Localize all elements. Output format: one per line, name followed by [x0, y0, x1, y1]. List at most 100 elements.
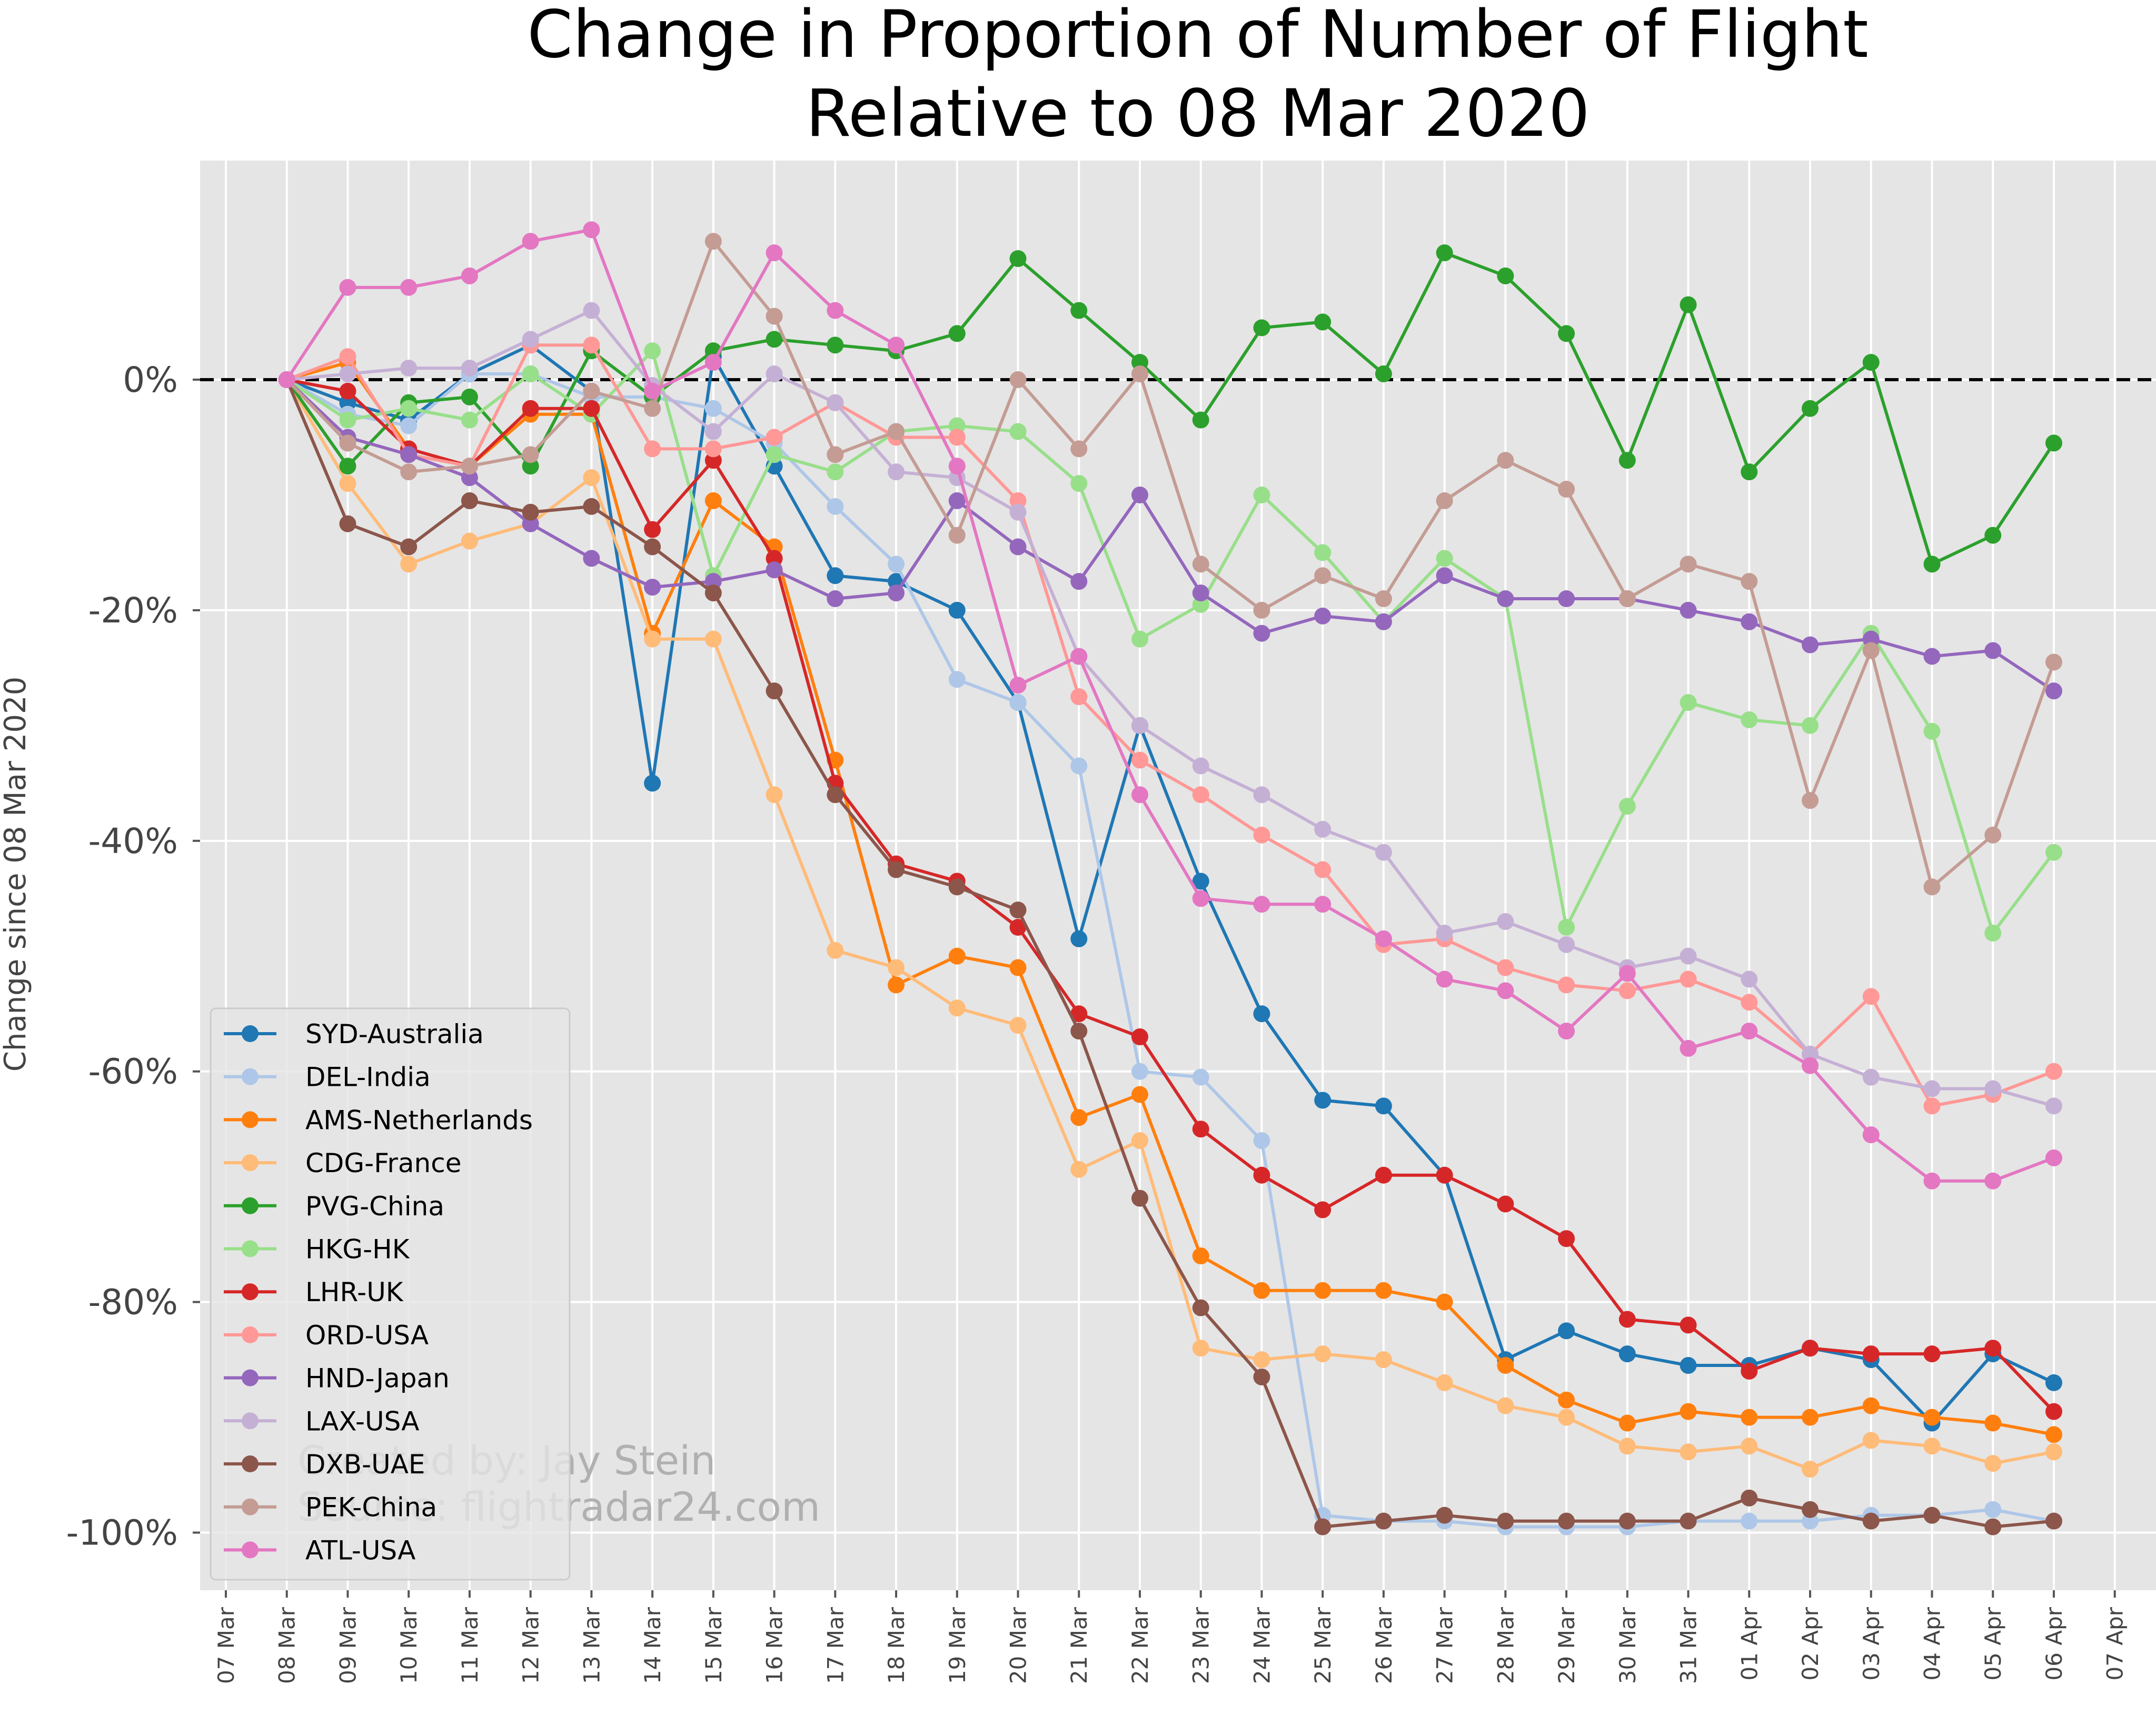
data-point — [1923, 1345, 1941, 1363]
series-line — [285, 240, 2055, 889]
data-point — [1497, 959, 1514, 976]
legend-label: PVG-China — [305, 1191, 444, 1222]
data-point — [1558, 1391, 1575, 1409]
x-tick-label: 27 Mar — [1432, 1607, 1458, 1684]
data-point — [1984, 826, 2002, 844]
data-point — [704, 584, 722, 602]
x-tick-label: 21 Mar — [1066, 1607, 1092, 1684]
data-point — [400, 360, 418, 377]
series-PVG-China — [278, 244, 2062, 573]
legend-label: LHR-UK — [305, 1277, 404, 1307]
data-point — [1009, 250, 1027, 267]
data-point — [1802, 1340, 1819, 1357]
data-point — [1436, 924, 1453, 942]
data-point — [1131, 717, 1148, 734]
data-point — [1680, 296, 1697, 313]
x-tick-label: 28 Mar — [1493, 1607, 1518, 1684]
data-point — [1984, 924, 2002, 942]
data-point — [1862, 1397, 1880, 1414]
data-point — [461, 458, 478, 475]
data-point — [1618, 1438, 1636, 1455]
data-point — [888, 861, 905, 878]
data-point — [1741, 994, 1758, 1011]
legend-item: HND-Japan — [224, 1363, 450, 1394]
x-tick-label: 15 Mar — [701, 1607, 727, 1684]
data-point — [1375, 844, 1392, 861]
data-point — [704, 492, 722, 509]
data-point — [1131, 1190, 1148, 1207]
data-point — [1618, 965, 1636, 982]
data-point — [1741, 1438, 1758, 1455]
data-point — [339, 475, 356, 492]
data-point — [1253, 601, 1270, 619]
x-tick-label: 23 Mar — [1188, 1607, 1214, 1684]
data-point — [1984, 527, 2002, 544]
x-tick-label: 06 Apr — [2041, 1607, 2067, 1680]
data-point — [1375, 1282, 1392, 1299]
legend-swatch-marker — [242, 1283, 259, 1301]
data-point — [704, 400, 722, 417]
x-tick-label: 18 Mar — [883, 1607, 909, 1684]
data-point — [2045, 434, 2062, 452]
data-point — [1070, 1023, 1088, 1040]
y-tick-label: 0% — [123, 360, 178, 400]
x-tick-label: 04 Apr — [1919, 1607, 1945, 1680]
legend-item: SYD-Australia — [224, 1019, 484, 1049]
legend-swatch-marker — [242, 1111, 259, 1128]
data-point — [1618, 590, 1636, 608]
data-point — [704, 630, 722, 648]
data-point — [948, 601, 966, 619]
data-point — [948, 325, 966, 342]
data-point — [1253, 896, 1270, 913]
data-point — [1923, 648, 1941, 665]
x-tick-label: 17 Mar — [822, 1607, 848, 1684]
legend-label: LAX-USA — [305, 1406, 419, 1436]
data-point — [1436, 492, 1453, 509]
data-point — [1314, 1201, 1332, 1218]
x-tick-label: 30 Mar — [1615, 1607, 1641, 1684]
data-point — [1070, 688, 1088, 706]
data-point — [766, 561, 783, 579]
data-point — [583, 336, 600, 354]
data-point — [461, 388, 478, 405]
data-point — [2045, 653, 2062, 671]
data-point — [1558, 976, 1575, 994]
legend-label: HKG-HK — [305, 1234, 410, 1265]
series-lines — [278, 221, 2062, 1535]
data-point — [1253, 319, 1270, 336]
data-point — [1436, 244, 1453, 262]
data-point — [644, 538, 661, 556]
data-point — [1314, 1518, 1332, 1535]
data-point — [1131, 1132, 1148, 1150]
x-tick-label: 22 Mar — [1127, 1607, 1153, 1684]
data-point — [1741, 1489, 1758, 1507]
data-point — [1009, 538, 1027, 556]
data-point — [827, 446, 844, 463]
data-point — [1984, 1455, 2002, 1472]
data-point — [827, 942, 844, 959]
data-point — [461, 411, 478, 429]
data-point — [1253, 1282, 1270, 1299]
data-point — [704, 233, 722, 250]
data-point — [1558, 481, 1575, 498]
data-point — [1558, 919, 1575, 936]
data-point — [948, 492, 966, 509]
legend-label: DEL-India — [305, 1062, 431, 1093]
data-point — [2045, 1512, 2062, 1530]
data-point — [583, 382, 600, 400]
x-tick-label: 16 Mar — [762, 1607, 788, 1684]
series-ATL-USA — [278, 221, 2062, 1190]
data-point — [766, 331, 783, 348]
x-tick-label: 05 Apr — [1980, 1607, 2006, 1680]
data-point — [1314, 861, 1332, 878]
data-point — [583, 498, 600, 515]
data-point — [1253, 486, 1270, 503]
data-point — [1192, 1299, 1209, 1316]
data-point — [827, 463, 844, 481]
data-point — [1618, 1414, 1636, 1432]
data-point — [1862, 1126, 1880, 1144]
legend-swatch-marker — [242, 1197, 259, 1214]
data-point — [522, 365, 539, 383]
data-point — [583, 469, 600, 487]
data-point — [704, 423, 722, 440]
